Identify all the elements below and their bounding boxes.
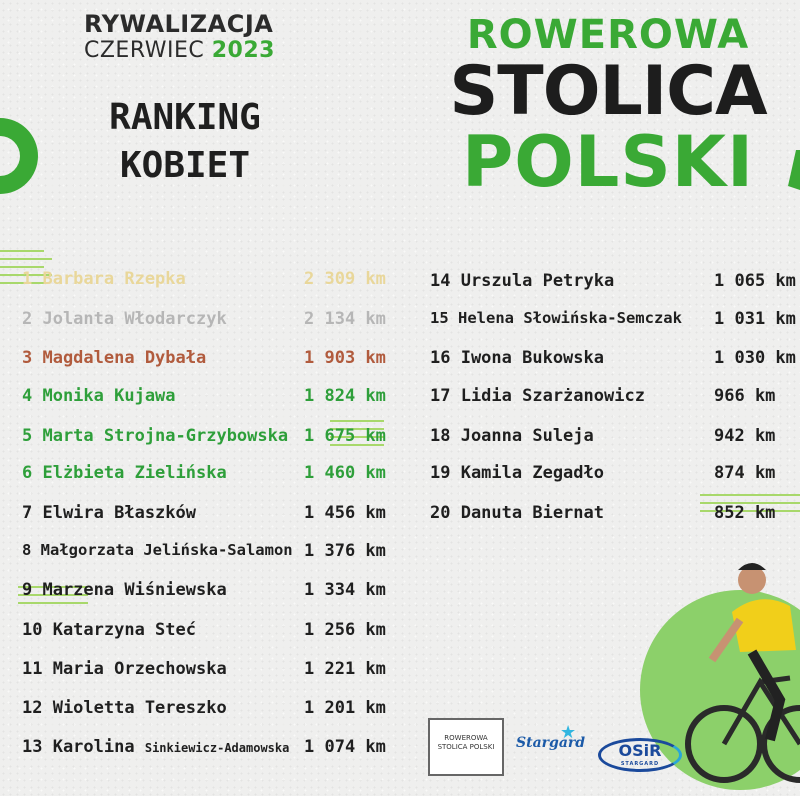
athlete-name: 4 Monika Kujawa: [22, 386, 176, 406]
stripe: [18, 586, 88, 588]
stripe: [18, 594, 88, 596]
stripe: [700, 502, 800, 504]
stripe: [0, 282, 44, 284]
athlete-name: 2 Jolanta Włodarczyk: [22, 309, 227, 329]
athlete-name: 8 Małgorzata Jelińska-Salamon: [22, 541, 293, 559]
rowerowa-stolica-logo: ROWEROWA STOLICA POLSKI: [428, 718, 504, 776]
athlete-name-main: 13 Karolina: [22, 737, 135, 757]
athlete-name: 11 Maria Orzechowska: [22, 659, 227, 679]
brand-line2: STOLICA: [449, 52, 767, 131]
athlete-name: 18 Joanna Suleja: [430, 426, 594, 446]
distance: 1 031 km: [714, 309, 796, 329]
event-year: 2023: [211, 38, 275, 63]
distance: 1 334 km: [304, 580, 386, 600]
distance: 2 309 km: [304, 269, 386, 289]
osir-logo: OSiR STARGARD: [598, 738, 682, 772]
green-arc-left: [0, 118, 38, 194]
athlete-name: 3 Magdalena Dybała: [22, 348, 207, 368]
distance: 852 km: [714, 503, 776, 523]
athlete-name: 10 Katarzyna Steć: [22, 620, 196, 640]
athlete-name: 15 Helena Słowińska-Semczak: [430, 309, 682, 327]
distance: 874 km: [714, 463, 776, 483]
distance: 1 903 km: [304, 348, 386, 368]
stripe: [0, 266, 44, 268]
stargard-logo: Stargard: [516, 735, 586, 751]
distance: 1 376 km: [304, 541, 386, 561]
athlete-name: 5 Marta Strojna-Grzybowska: [22, 426, 289, 446]
athlete-name: 17 Lidia Szarżanowicz: [430, 386, 645, 406]
event-title: RYWALIZACJA: [84, 10, 274, 38]
athlete-name: 9 Marzena Wiśniewska: [22, 580, 227, 600]
distance: 1 675 km: [304, 426, 386, 446]
star-icon: ★: [560, 722, 577, 743]
athlete-name: 14 Urszula Petryka: [430, 271, 615, 291]
stripe: [330, 420, 384, 422]
athlete-name-small: Sinkiewicz-Adamowska: [144, 741, 290, 755]
athlete-name: 20 Danuta Biernat: [430, 503, 604, 523]
stripe: [330, 436, 384, 438]
athlete-name: 12 Wioletta Tereszko: [22, 698, 227, 718]
distance: 1 030 km: [714, 348, 796, 368]
distance: 1 460 km: [304, 463, 386, 483]
brand-line3: POLSKI: [461, 121, 755, 203]
distance: 1 256 km: [304, 620, 386, 640]
stripe: [0, 258, 52, 260]
distance: 1 456 km: [304, 503, 386, 523]
osir-logo-sub: STARGARD: [620, 761, 660, 767]
distance: 1 074 km: [304, 737, 386, 757]
distance: 2 134 km: [304, 309, 386, 329]
stripe: [700, 494, 800, 496]
event-month: CZERWIEC: [84, 38, 205, 63]
green-arc-right: [788, 150, 800, 190]
cyclist-illustration: [685, 563, 800, 783]
event-subtitle: CZERWIEC 2023: [84, 38, 275, 63]
distance: 1 824 km: [304, 386, 386, 406]
stripe: [0, 274, 52, 276]
stripe: [700, 510, 800, 512]
ranking-title-line2: KOBIET: [119, 145, 251, 186]
distance: 966 km: [714, 386, 776, 406]
athlete-name: 7 Elwira Błaszków: [22, 503, 196, 523]
distance: 942 km: [714, 426, 776, 446]
brand-line1: ROWEROWA: [466, 12, 750, 58]
distance: 1 221 km: [304, 659, 386, 679]
stripe: [330, 428, 384, 430]
athlete-name: 19 Kamila Zegadło: [430, 463, 604, 483]
athlete-name: 16 Iwona Bukowska: [430, 348, 604, 368]
athlete-name: 13 Karolina Sinkiewicz-Adamowska: [22, 737, 289, 757]
stripe: [330, 444, 384, 446]
brand-logo: ROWEROWA STOLICA POLSKI: [428, 12, 788, 198]
stripe: [0, 250, 44, 252]
ranking-title: RANKING KOBIET: [90, 94, 280, 190]
athlete-name: 6 Elżbieta Zielińska: [22, 463, 227, 483]
ranking-title-line1: RANKING: [109, 97, 261, 138]
distance: 1 065 km: [714, 271, 796, 291]
osir-logo-text: OSiR: [618, 741, 662, 760]
stripe: [18, 602, 88, 604]
distance: 1 201 km: [304, 698, 386, 718]
athlete-name: 1 Barbara Rzepka: [22, 269, 186, 289]
